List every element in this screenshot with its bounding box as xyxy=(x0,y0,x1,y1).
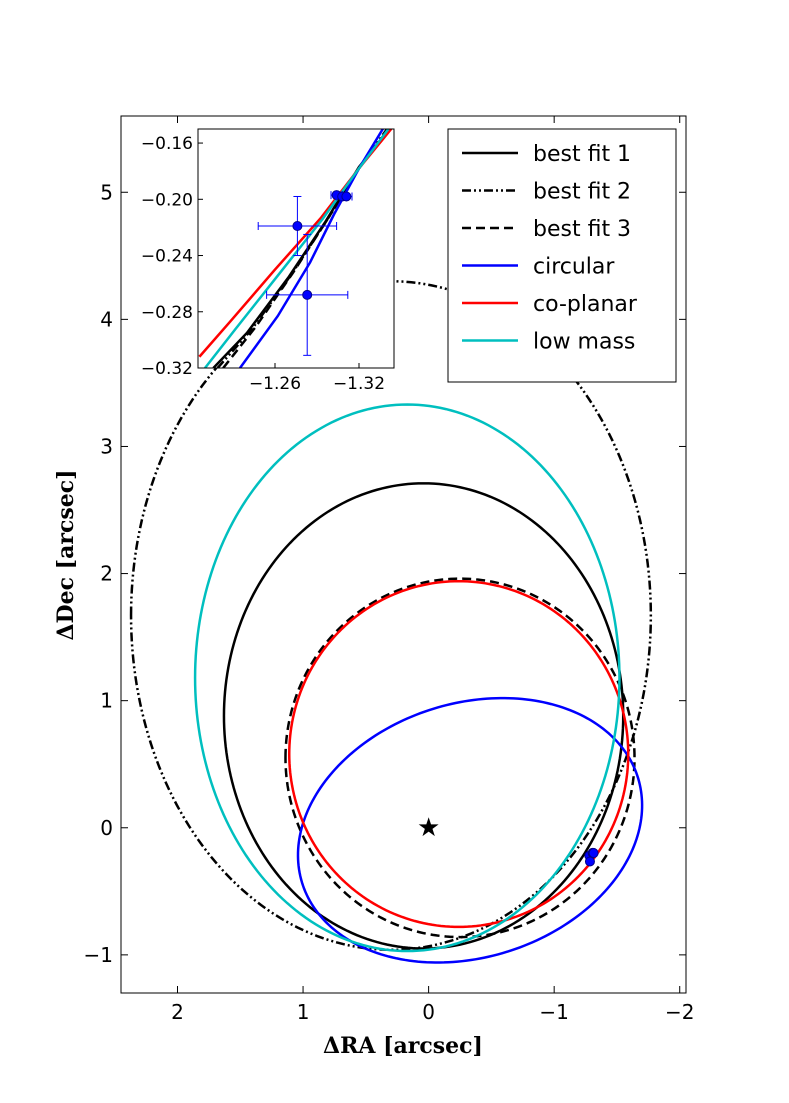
orbit-low-mass xyxy=(193,403,621,953)
legend-label: best fit 1 xyxy=(533,142,631,167)
orbit-curves xyxy=(129,279,653,964)
y-tick-label: 5 xyxy=(100,180,113,204)
host-star-marker: ★ xyxy=(417,813,440,843)
y-axis-label: ΔDec [arcsec] xyxy=(53,469,79,640)
observation-points xyxy=(584,847,599,867)
inset-y-tick-label: −0.32 xyxy=(141,359,193,379)
x-tick-label: −1 xyxy=(539,1000,568,1024)
y-axis-ticks: −1 0 1 2 3 4 5 xyxy=(84,180,686,967)
zoom-inset: −1.26 −1.32 −0.16 −0.20 −0.24 −0.28 −0.32 xyxy=(141,128,395,394)
y-tick-label: 0 xyxy=(100,816,113,840)
x-tick-label: 2 xyxy=(171,1000,184,1024)
main-plot-area: ★ 2 1 0 −1 −2 −1 0 1 2 3 4 5 xyxy=(84,115,694,1024)
x-tick-label: 1 xyxy=(297,1000,310,1024)
orbit-circular xyxy=(296,696,644,964)
inset-observation-point xyxy=(341,191,352,202)
inset-y-tick-label: −0.20 xyxy=(141,190,193,210)
y-tick-label: 1 xyxy=(100,689,113,713)
legend-label: best fit 2 xyxy=(533,180,631,205)
y-tick-label: 4 xyxy=(100,307,113,331)
x-tick-label: −2 xyxy=(665,1000,694,1024)
inset-observation-points xyxy=(257,190,353,356)
y-tick-label: −1 xyxy=(84,943,113,967)
legend-label: circular xyxy=(533,255,615,280)
inset-x-axis-ticks: −1.26 −1.32 xyxy=(249,363,385,394)
inset-x-tick-label: −1.26 xyxy=(249,374,301,394)
legend-label: best fit 3 xyxy=(533,217,631,242)
inset-background xyxy=(198,129,394,368)
inset-orbit-low-mass xyxy=(204,129,390,368)
orbit-best-fit-2 xyxy=(129,279,653,952)
inset-y-tick-label: −0.24 xyxy=(141,247,193,267)
observation-point xyxy=(588,848,599,859)
inset-x-tick-label: −1.32 xyxy=(333,374,385,394)
x-axis-label: ΔRA [arcsec] xyxy=(323,1033,483,1059)
legend-label: low mass xyxy=(533,330,635,355)
orbit-best-fit-1 xyxy=(222,482,625,950)
inset-y-axis-ticks: −0.16 −0.20 −0.24 −0.28 −0.32 xyxy=(141,134,203,379)
orbit-co-planar xyxy=(287,579,630,929)
y-tick-label: 2 xyxy=(100,562,113,586)
orbit-best-fit-3 xyxy=(284,577,636,939)
legend-label: co-planar xyxy=(533,292,638,317)
legend: best fit 1 best fit 2 best fit 3 circular co… xyxy=(447,128,677,383)
inset-observation-point xyxy=(302,289,313,300)
x-tick-label: 0 xyxy=(422,1000,435,1024)
x-axis-ticks: 2 1 0 −1 −2 xyxy=(171,116,694,1024)
y-tick-label: 3 xyxy=(100,434,113,458)
observation-point xyxy=(584,856,595,867)
main-plot-frame xyxy=(120,115,687,994)
inset-observation-point xyxy=(292,221,303,232)
inset-frame xyxy=(197,128,395,369)
inset-y-tick-label: −0.28 xyxy=(141,303,193,323)
inset-y-tick-label: −0.16 xyxy=(141,134,193,154)
inset-orbit-best-fit-3 xyxy=(222,129,390,368)
